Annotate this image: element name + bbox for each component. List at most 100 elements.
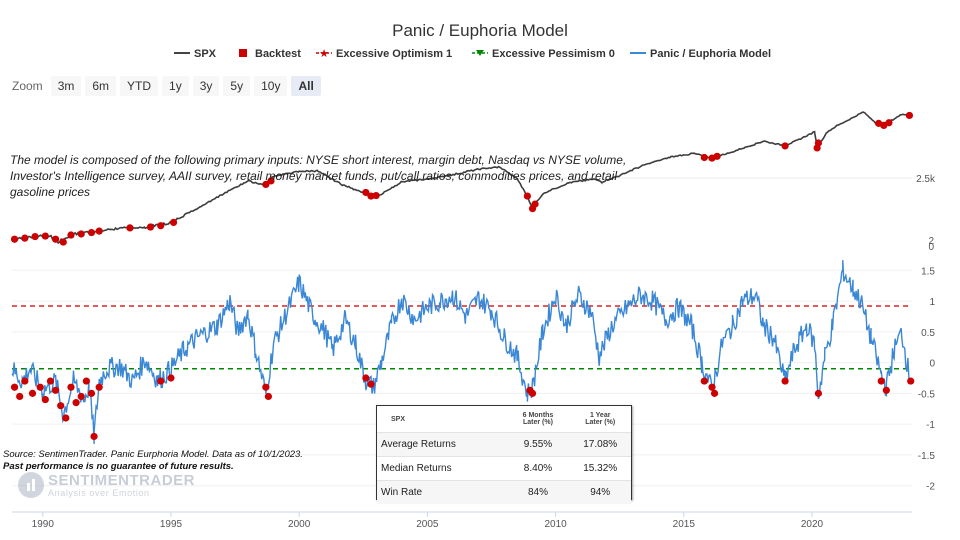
model-backtest-marker xyxy=(77,392,85,401)
model-backtest-marker xyxy=(72,399,80,407)
spx-backtest-marker xyxy=(59,238,67,246)
x-axis-label: 2015 xyxy=(673,519,696,530)
spx-backtest-marker xyxy=(262,180,270,189)
source-note: Source: SentimenTrader. Panic Eurphoria … xyxy=(3,449,303,473)
stats-row-label: Median Returns xyxy=(377,456,507,481)
lower-tick-label: -1.5 xyxy=(918,451,936,462)
spx-plot xyxy=(10,111,914,246)
zoom-ytd-button[interactable]: YTD xyxy=(120,76,159,96)
spx-backtest-marker xyxy=(169,218,178,227)
zoom-bar: Zoom 3m 6m YTD 1y 3y 5y 10y All xyxy=(12,76,321,96)
model-backtest-marker xyxy=(87,389,96,397)
logo-chart-icon xyxy=(18,472,44,498)
legend-star-icon: ★ xyxy=(319,48,329,60)
model-backtest-marker xyxy=(814,389,823,397)
zoom-10y-button[interactable]: 10y xyxy=(254,76,288,96)
sentimentrader-logo: SENTIMENTRADER Analysis over Emotion xyxy=(18,472,195,498)
legend-triangle-icon xyxy=(476,50,484,56)
model-backtest-marker xyxy=(528,389,537,397)
spx-backtest-marker xyxy=(713,152,721,160)
stats-value: 17.08% xyxy=(569,432,631,457)
model-backtest-marker xyxy=(262,383,270,391)
legend-item: SPX xyxy=(174,48,217,60)
lower-tick-label: 1 xyxy=(929,297,935,308)
spx-backtest-marker xyxy=(146,223,155,231)
spx-backtest-marker xyxy=(77,230,85,238)
lower-tick-label: 1.5 xyxy=(921,266,935,277)
zoom-3y-button[interactable]: 3y xyxy=(192,76,220,96)
legend-label: Excessive Pessimism 0 xyxy=(492,48,615,60)
zoom-1y-button[interactable]: 1y xyxy=(162,76,189,96)
model-backtest-marker xyxy=(57,402,65,410)
stats-row: Median Returns 8.40% 15.32% xyxy=(377,456,631,481)
spx-backtest-marker xyxy=(157,222,165,230)
model-backtest-marker xyxy=(362,374,370,382)
spx-backtest-marker xyxy=(31,232,39,241)
model-backtest-marker xyxy=(708,383,716,391)
stats-value: 8.40% xyxy=(506,456,570,481)
model-backtest-marker xyxy=(10,383,19,391)
zoom-label: Zoom xyxy=(12,79,43,93)
model-backtest-marker xyxy=(95,383,103,391)
returns-stats-table: SPX 6 Months Later (%) 1 Year Later (%) Av… xyxy=(376,405,632,504)
spx-backtest-marker xyxy=(87,228,96,237)
x-axis-label: 1995 xyxy=(160,519,183,530)
legend-label: Backtest xyxy=(255,48,301,60)
model-backtest-marker xyxy=(264,392,273,401)
x-axis-label: 2020 xyxy=(801,519,824,530)
legend-label: Panic / Euphoria Model xyxy=(650,48,771,60)
legend-item: Panic / Euphoria Model xyxy=(630,48,771,60)
zoom-all-button[interactable]: All xyxy=(291,76,321,96)
legend-square-icon xyxy=(239,49,247,57)
model-backtest-marker xyxy=(82,377,90,385)
spx-backtest-marker xyxy=(67,231,75,239)
lower-extra-label: 0 xyxy=(928,242,934,253)
zoom-6m-button[interactable]: 6m xyxy=(85,76,117,96)
model-backtest-marker xyxy=(700,377,708,385)
spx-backtest-marker xyxy=(267,177,275,185)
legend-item: ★ Excessive Optimism 1 xyxy=(316,48,452,60)
model-backtest-marker xyxy=(46,377,55,385)
model-backtest-marker xyxy=(16,392,24,401)
model-backtest-marker xyxy=(90,432,98,441)
lower-tick-label: 0.5 xyxy=(921,328,935,339)
model-backtest-marker xyxy=(882,386,890,394)
spx-backtest-marker xyxy=(10,235,19,243)
model-backtest-marker xyxy=(157,377,165,385)
reference-lines xyxy=(12,305,912,370)
model-backtest-marker xyxy=(62,414,70,422)
spx-backtest-marker xyxy=(905,111,914,120)
legend-label: Excessive Optimism 1 xyxy=(336,48,452,60)
model-backtest-marker xyxy=(710,389,719,397)
spx-backtest-marker xyxy=(362,188,370,197)
lower-tick-label: 0 xyxy=(929,359,935,370)
zoom-3m-button[interactable]: 3m xyxy=(50,76,82,96)
x-axis-label: 2010 xyxy=(544,519,567,530)
model-backtest-marker xyxy=(28,389,37,397)
stats-value: 9.55% xyxy=(506,432,570,457)
spx-backtest-marker xyxy=(523,192,531,200)
spx-backtest-marker xyxy=(372,191,380,200)
stats-header-spx: SPX xyxy=(391,415,406,423)
lower-tick-label: -0.5 xyxy=(918,389,936,400)
spx-backtest-marker xyxy=(700,153,708,162)
lower-tick-label: -2 xyxy=(926,482,935,493)
model-backtest-marker xyxy=(877,377,885,385)
stats-row-label: Win Rate xyxy=(377,480,507,504)
source-text: Source: SentimenTrader. Panic Eurphoria … xyxy=(3,449,303,460)
stats-value: 84% xyxy=(506,480,570,504)
spx-backtest-marker xyxy=(814,139,823,147)
stats-row: Win Rate 84% 94% xyxy=(377,480,631,504)
model-description: The model is composed of the following p… xyxy=(10,153,627,199)
stats-row-label: Average Returns xyxy=(377,432,507,457)
spx-backtest-marker xyxy=(95,227,103,235)
zoom-5y-button[interactable]: 5y xyxy=(223,76,251,96)
chart-title: Panic / Euphoria Model xyxy=(392,21,568,40)
legend-item: Backtest xyxy=(239,48,301,60)
x-axis-label: 2005 xyxy=(416,519,439,530)
model-backtest-marker xyxy=(21,377,29,385)
lower-tick-label: -1 xyxy=(926,420,935,431)
spx-backtest-marker xyxy=(531,200,539,208)
x-axis-label: 2000 xyxy=(288,519,311,530)
stats-value: 94% xyxy=(569,480,631,504)
